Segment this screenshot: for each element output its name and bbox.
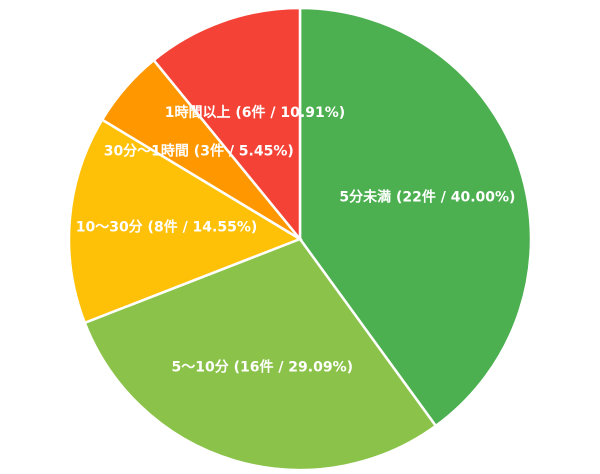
- pie-slice-3: [67, 117, 303, 325]
- pie-slice-1: [298, 6, 533, 428]
- pie-slice-label-1: 5分未満 (22件 / 40.00%): [339, 189, 515, 206]
- pie-slices: [67, 6, 533, 472]
- pie-labels: 5分未満 (22件 / 40.00%) 5〜10分 (16件 / 29.09%) 1…: [76, 104, 516, 376]
- pie-slice-label-2: 5〜10分 (16件 / 29.09%): [171, 359, 353, 376]
- pie-slice-label-3: 10〜30分 (8件 / 14.55%): [76, 219, 258, 236]
- pie-slice-2: [83, 237, 438, 472]
- pie-slice-5: [152, 6, 302, 243]
- pie-slice-label-4: 30分〜1時間 (3件 / 5.45%): [104, 142, 294, 159]
- pie-slice-label-5: 1時間以上 (6件 / 10.91%): [165, 104, 345, 121]
